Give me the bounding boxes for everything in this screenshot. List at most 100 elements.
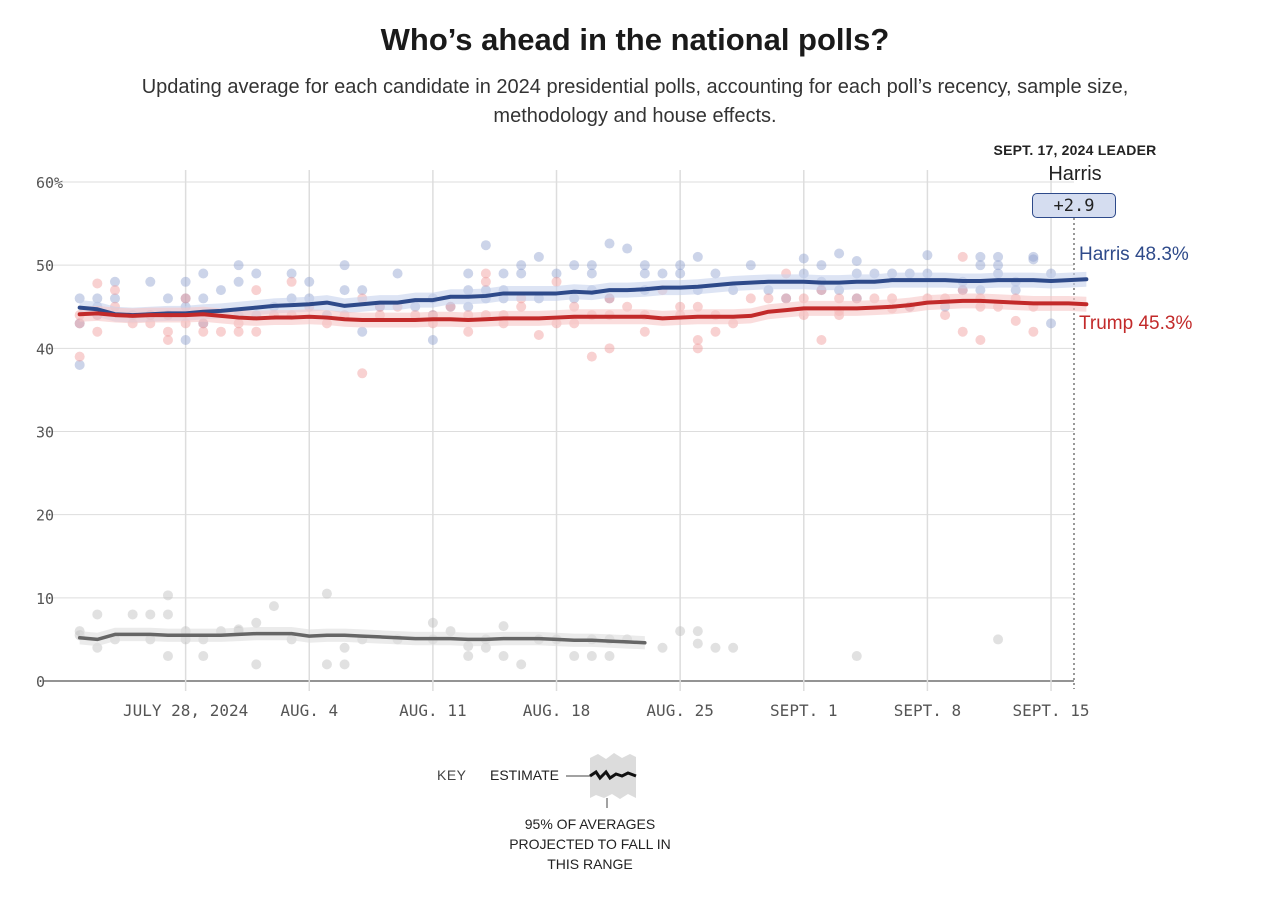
other-poll-dot [145, 609, 156, 620]
harris-poll-dot [975, 251, 986, 262]
harris-average-line [77, 277, 1089, 318]
trump-poll-dot [357, 368, 368, 379]
other-poll-dot [321, 659, 332, 670]
harris-poll-dot [233, 276, 244, 287]
key-range-label: 95% OF AVERAGES PROJECTED TO FALL IN THI… [490, 814, 690, 874]
harris-poll-dot [781, 293, 792, 304]
harris-poll-dot [622, 243, 633, 254]
trump-poll-dot [816, 335, 827, 346]
trump-poll-dot [251, 285, 262, 296]
harris-poll-dot [551, 268, 562, 279]
other-poll-dot [321, 588, 332, 599]
other-poll-dot [127, 609, 138, 620]
harris-poll-dot [1046, 318, 1057, 329]
harris-poll-dot [357, 326, 368, 337]
harris-poll-dot [639, 260, 650, 271]
harris-poll-dot [692, 251, 703, 262]
trump-poll-dot [1010, 315, 1021, 326]
harris-poll-dot [233, 260, 244, 271]
trump-average-line [77, 298, 1089, 323]
harris-poll-dot [975, 260, 986, 271]
other-poll-dot [728, 642, 739, 653]
x-tick-label: AUG. 18 [523, 701, 590, 720]
trump-poll-dot [692, 343, 703, 354]
other-poll-dot [851, 651, 862, 662]
key-label: KEY [437, 767, 467, 783]
harris-poll-dot [586, 268, 597, 279]
trump-poll-dot [215, 326, 226, 337]
other-range-band [79, 626, 645, 650]
other-poll-dot [162, 590, 173, 601]
harris-poll-dot [657, 268, 668, 279]
other-poll-dot [710, 642, 721, 653]
harris-poll-dot [198, 293, 209, 304]
other-poll-dot [516, 659, 527, 670]
trump-end-label: Trump 45.3% [1079, 313, 1193, 334]
trump-poll-dot [286, 276, 297, 287]
x-tick-label: SEPT. 15 [1013, 701, 1090, 720]
harris-poll-dot [498, 268, 509, 279]
harris-poll-dot [463, 268, 474, 279]
other-poll-dot [675, 626, 686, 637]
key-range-line-2: PROJECTED TO FALL IN [509, 836, 671, 852]
harris-poll-dot [516, 268, 527, 279]
trump-poll-dot [251, 326, 262, 337]
trump-poll-dot [92, 278, 103, 289]
harris-poll-dot [993, 251, 1004, 262]
harris-poll-dot [74, 359, 85, 370]
other-poll-dot [251, 659, 262, 670]
y-tick-label: 20 [36, 507, 54, 525]
other-poll-dot [339, 659, 350, 670]
other-average-line [77, 631, 647, 645]
leader-margin-badge: +2.9 [1032, 193, 1116, 218]
harris-poll-dot [162, 293, 173, 304]
other-poll-dot [586, 651, 597, 662]
other-poll-dot [268, 601, 279, 612]
trump-poll-dot [639, 326, 650, 337]
other-poll-dot [198, 651, 209, 662]
y-tick-label: 10 [36, 590, 54, 608]
x-tick-label: JULY 28, 2024 [123, 701, 248, 720]
harris-poll-dot [1028, 251, 1039, 262]
y-tick-label: 30 [36, 424, 54, 442]
harris-poll-dot [180, 335, 191, 346]
other-poll-dot [692, 626, 703, 637]
harris-poll-dot [357, 285, 368, 296]
x-tick-label: SEPT. 1 [770, 701, 837, 720]
y-tick-label: 60% [36, 174, 63, 192]
other-poll-dot [251, 617, 262, 628]
other-poll-dot [427, 617, 438, 628]
other-poll-dot [498, 621, 509, 632]
harris-poll-dot [1028, 254, 1039, 265]
trump-poll-dot [586, 351, 597, 362]
harris-poll-dot [710, 268, 721, 279]
x-tick-label: SEPT. 8 [894, 701, 961, 720]
other-poll-dot [604, 651, 615, 662]
harris-poll-dot [92, 293, 103, 304]
harris-poll-dot [109, 293, 120, 304]
key-estimate-line [589, 769, 637, 781]
trump-poll-dot [710, 326, 721, 337]
other-poll-dot [498, 651, 509, 662]
trump-poll-dot [940, 310, 951, 321]
trump-poll-dot [957, 326, 968, 337]
y-tick-label: 0 [36, 673, 45, 691]
harris-poll-dot [286, 268, 297, 279]
x-tick-label: AUG. 11 [399, 701, 466, 720]
harris-poll-dot [109, 276, 120, 287]
other-poll-dot [162, 651, 173, 662]
harris-poll-dot [639, 268, 650, 279]
trump-poll-dot [533, 330, 544, 341]
trump-poll-dot [957, 251, 968, 262]
x-tick-label: AUG. 25 [646, 701, 713, 720]
y-tick-label: 40 [36, 340, 54, 358]
harris-poll-dot [922, 250, 933, 261]
harris-end-label: Harris 48.3% [1079, 244, 1189, 265]
harris-poll-dot [516, 260, 527, 271]
key-legend-graphic [566, 753, 637, 808]
harris-poll-dot [427, 335, 438, 346]
y-tick-label: 50 [36, 257, 54, 275]
trump-poll-dot [975, 335, 986, 346]
trump-poll-dot [763, 293, 774, 304]
trump-poll-dot [92, 326, 103, 337]
